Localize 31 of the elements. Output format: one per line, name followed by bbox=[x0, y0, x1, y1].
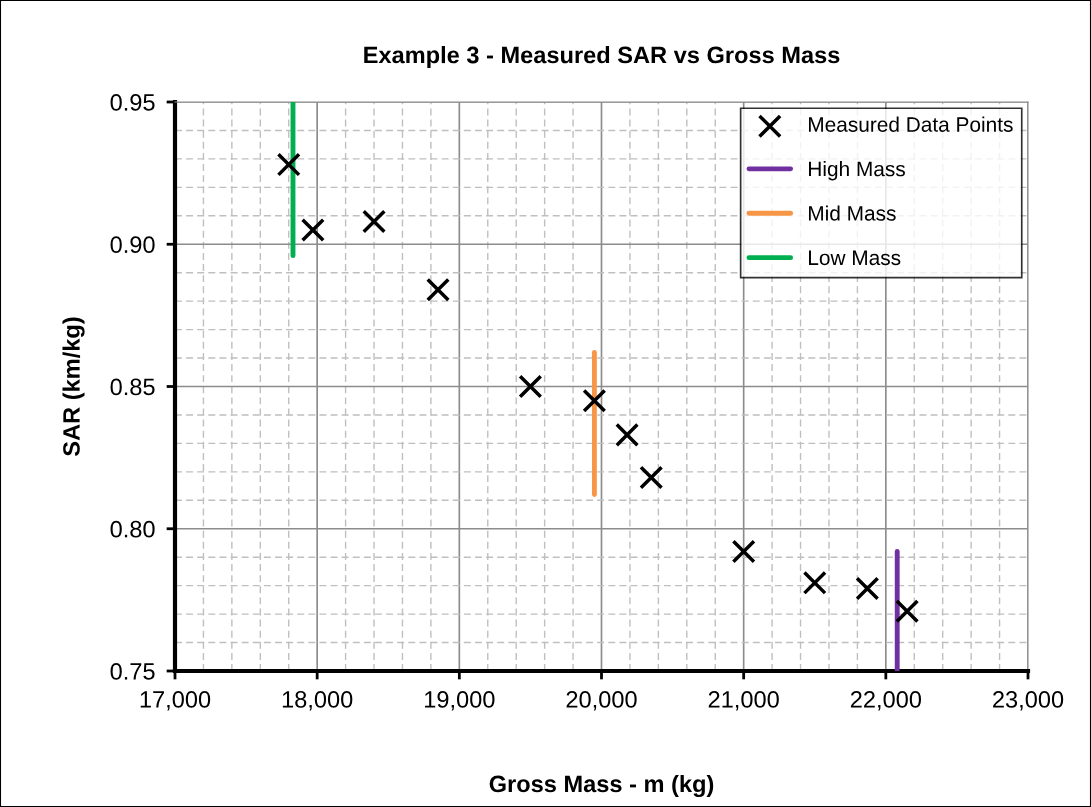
point bbox=[802, 570, 827, 595]
x-tick-label: 23,000 bbox=[993, 691, 1064, 711]
y-axis-title: SAR (km/kg) bbox=[62, 317, 85, 457]
y-tick-label: 0.90 bbox=[110, 236, 155, 254]
x-tick-label: 18,000 bbox=[282, 691, 353, 711]
point bbox=[731, 539, 756, 564]
point bbox=[855, 576, 880, 601]
legend-label: Measured Data Points bbox=[809, 116, 1013, 132]
point bbox=[276, 152, 301, 177]
point bbox=[361, 209, 387, 234]
point bbox=[425, 277, 451, 302]
point bbox=[300, 217, 325, 243]
y-tick-label: 0.80 bbox=[110, 520, 155, 538]
point bbox=[639, 465, 664, 490]
x-tick-label: 19,000 bbox=[425, 691, 495, 711]
x-tick-label: 21,000 bbox=[708, 691, 779, 711]
legend-label: Mid Mass bbox=[809, 205, 896, 221]
y-tick-label: 0.95 bbox=[110, 94, 155, 111]
point bbox=[895, 599, 920, 624]
chart-title: Example 3 - Measured SAR vs Gross Mass bbox=[364, 46, 840, 69]
point bbox=[518, 374, 543, 399]
x-tick-label: 22,000 bbox=[850, 691, 922, 711]
y-tick-label: 0.75 bbox=[110, 663, 155, 680]
x-axis-title: Gross Mass - m (kg) bbox=[489, 774, 714, 798]
x-tick-label: 17,000 bbox=[140, 691, 211, 711]
y-tick-label: 0.85 bbox=[110, 378, 155, 396]
point bbox=[582, 388, 607, 413]
legend-label: High Mass bbox=[809, 161, 905, 181]
legend-label: Low Mass bbox=[809, 250, 901, 266]
x-tick-label: 20,000 bbox=[566, 691, 637, 711]
point bbox=[615, 422, 640, 447]
